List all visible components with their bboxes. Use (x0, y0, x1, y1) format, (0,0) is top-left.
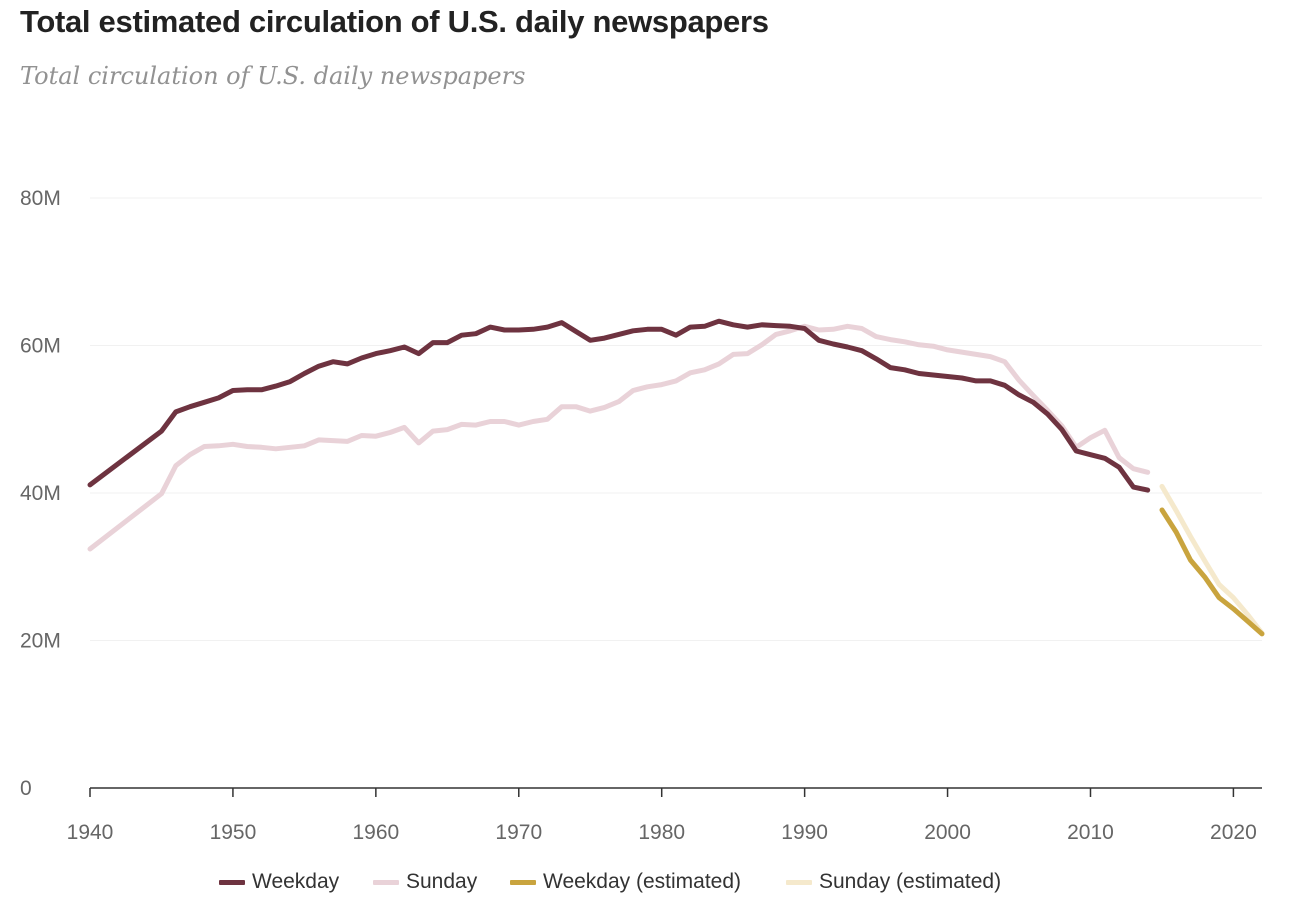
y-tick-label: 80M (20, 187, 61, 210)
chart-subtitle: Total circulation of U.S. daily newspape… (20, 62, 526, 90)
x-tick-label: 2000 (924, 821, 971, 844)
series-line-weekday (87, 318, 1151, 493)
series-line-weekday-estimated (1159, 507, 1265, 637)
y-tick-label: 40M (20, 482, 61, 505)
legend-item: Sunday (estimated) (786, 866, 1001, 898)
legend-label: Weekday (estimated) (543, 870, 742, 893)
x-tick-label: 1960 (352, 821, 399, 844)
series-lines (87, 318, 1265, 637)
legend-label: Sunday (estimated) (819, 870, 1002, 893)
x-tick-label: 2020 (1210, 821, 1257, 844)
legend-swatch (786, 879, 812, 885)
legend-item: Weekday (219, 866, 339, 898)
chart-title: Total estimated circulation of U.S. dail… (20, 4, 769, 39)
legend-swatch (510, 879, 536, 885)
legend: Weekday Sunday Weekday (estimated) Sunday (… (0, 866, 1298, 898)
series-line-sunday-estimated (1159, 483, 1265, 636)
y-tick-label: 20M (20, 630, 61, 653)
x-tick-label: 1990 (781, 821, 828, 844)
legend-label: Sunday (406, 870, 478, 893)
series-line-sunday (87, 323, 1151, 552)
legend-item: Weekday (estimated) (510, 866, 741, 898)
y-axis-ticks: 0 20M 40M 60M 80M (20, 187, 61, 800)
x-tick-label: 1970 (495, 821, 542, 844)
gridlines (90, 197, 1262, 641)
y-tick-label: 0 (20, 777, 32, 800)
y-tick-label: 60M (20, 335, 61, 358)
legend-label: Weekday (252, 870, 340, 893)
line-chart: 0 20M 40M 60M 80M 1940 1950 1960 1970 1980 1990 20… (20, 187, 1265, 844)
x-tick-label: 1940 (67, 821, 114, 844)
legend-item: Sunday (373, 866, 477, 898)
x-tick-label: 2010 (1067, 821, 1114, 844)
x-axis: 1940 1950 1960 1970 1980 1990 2000 2010 2020 (67, 787, 1262, 844)
x-tick-label: 1950 (210, 821, 257, 844)
legend-swatch (219, 879, 245, 885)
x-tick-label: 1980 (638, 821, 685, 844)
legend-swatch (373, 879, 399, 885)
